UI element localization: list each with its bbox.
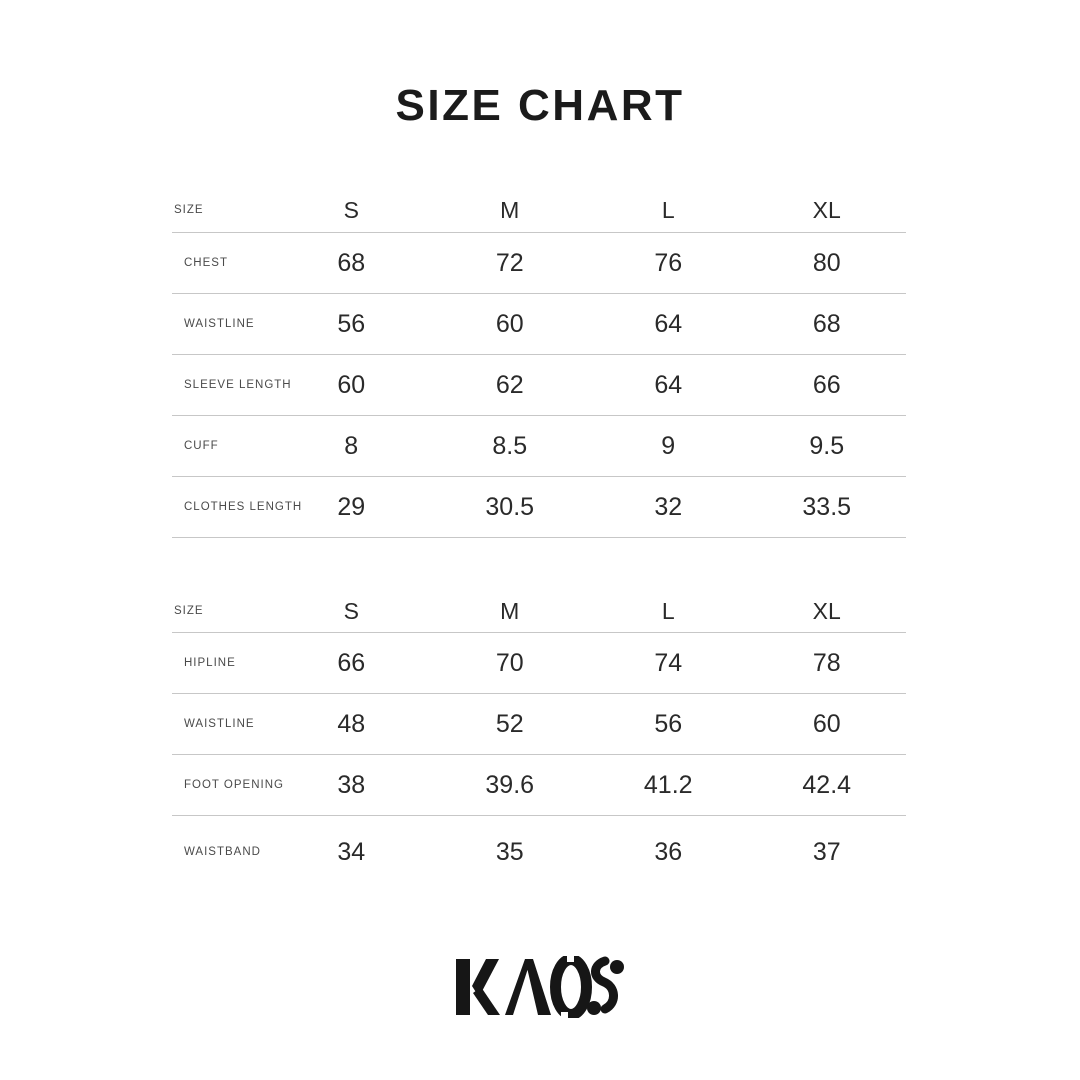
row-label: CUFF: [184, 440, 219, 452]
size-value-cell: 30.5: [485, 492, 535, 521]
size-value-cell: 41.2: [643, 770, 693, 799]
size-value-cell: 72: [495, 248, 524, 277]
size-header-l: L: [661, 196, 675, 223]
row-label: CHEST: [184, 257, 228, 269]
size-header-xl: XL: [812, 196, 841, 223]
size-value-cell: 8: [344, 431, 359, 460]
size-table-bottoms: SIZE S M L XL HIPLINE 66 70 74 78 WAISTL…: [172, 590, 906, 888]
size-header-s: S: [343, 597, 359, 624]
size-value-cell: 33.5: [802, 492, 852, 521]
size-value-cell: 52: [495, 709, 524, 738]
row-label: HIPLINE: [184, 657, 236, 669]
table-row-hipline: HIPLINE 66 70 74 78: [172, 633, 906, 694]
row-label: WAISTBAND: [184, 846, 261, 858]
size-value-cell: 66: [812, 370, 841, 399]
page-title: SIZE CHART: [395, 81, 685, 130]
table-row-waistband: WAISTBAND 34 35 36 37: [172, 816, 906, 888]
size-header-m: M: [500, 196, 520, 223]
table-row-foot-opening: FOOT OPENING 38 39.6 41.2 42.4: [172, 755, 906, 816]
size-header-s: S: [343, 196, 359, 223]
size-value-cell: 68: [812, 309, 841, 338]
size-value-cell: 39.6: [485, 770, 535, 799]
table-row-sleeve-length: SLEEVE LENGTH 60 62 64 66: [172, 355, 906, 416]
size-value-cell: 35: [495, 837, 524, 866]
row-label: SLEEVE LENGTH: [184, 379, 292, 391]
size-value-cell: 8.5: [492, 431, 528, 460]
size-value-cell: 64: [654, 370, 683, 399]
size-value-cell: 68: [337, 248, 366, 277]
size-value-cell: 36: [654, 837, 683, 866]
table-row-waistline: WAISTLINE 56 60 64 68: [172, 294, 906, 355]
size-value-cell: 60: [812, 709, 841, 738]
size-value-cell: 60: [337, 370, 366, 399]
table-row-cuff: CUFF 8 8.5 9 9.5: [172, 416, 906, 477]
size-value-cell: 42.4: [802, 770, 852, 799]
size-column-header: SIZE: [174, 204, 204, 216]
row-label: FOOT OPENING: [184, 779, 284, 791]
row-label: WAISTLINE: [184, 318, 255, 330]
size-header-m: M: [500, 597, 520, 624]
size-value-cell: 76: [654, 248, 683, 277]
size-column-header: SIZE: [174, 605, 204, 617]
size-table-tops: SIZE S M L XL CHEST 68 72 76 80 WAISTLIN…: [172, 188, 906, 538]
size-value-cell: 34: [337, 837, 366, 866]
size-value-cell: 70: [495, 648, 524, 677]
table-row-chest: CHEST 68 72 76 80: [172, 233, 906, 294]
size-value-cell: 62: [495, 370, 524, 399]
size-value-cell: 37: [812, 837, 841, 866]
size-value-cell: 9.5: [809, 431, 845, 460]
size-value-cell: 66: [337, 648, 366, 677]
brand-logo: KAOS: [0, 956, 1080, 1018]
table-header-row: SIZE S M L XL: [172, 188, 906, 233]
row-label: WAISTLINE: [184, 718, 255, 730]
size-header-xl: XL: [812, 597, 841, 624]
size-value-cell: 78: [812, 648, 841, 677]
table-row-clothes-length: CLOTHES LENGTH 29 30.5 32 33.5: [172, 477, 906, 538]
size-value-cell: 56: [654, 709, 683, 738]
size-header-l: L: [661, 597, 675, 624]
size-value-cell: 9: [661, 431, 676, 460]
size-value-cell: 32: [654, 492, 683, 521]
size-value-cell: 38: [337, 770, 366, 799]
size-value-cell: 80: [812, 248, 841, 277]
size-value-cell: 56: [337, 309, 366, 338]
kaos-logo-icon: [456, 956, 624, 1018]
size-value-cell: 48: [337, 709, 366, 738]
size-value-cell: 64: [654, 309, 683, 338]
table-row-waistline: WAISTLINE 48 52 56 60: [172, 694, 906, 755]
table-header-row: SIZE S M L XL: [172, 590, 906, 633]
row-label: CLOTHES LENGTH: [184, 501, 303, 513]
size-value-cell: 60: [495, 309, 524, 338]
size-value-cell: 74: [654, 648, 683, 677]
size-value-cell: 29: [337, 492, 366, 521]
